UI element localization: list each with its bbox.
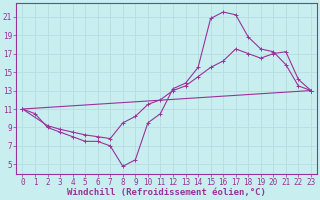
X-axis label: Windchill (Refroidissement éolien,°C): Windchill (Refroidissement éolien,°C) (67, 188, 266, 197)
